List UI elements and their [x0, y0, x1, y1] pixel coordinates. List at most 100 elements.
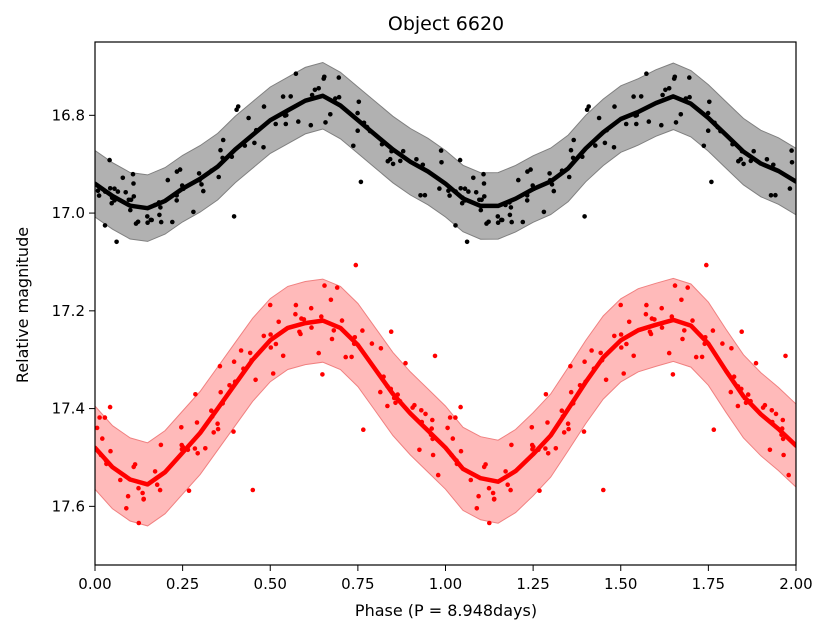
data-point-black	[447, 193, 452, 198]
chart-title: Object 6620	[388, 13, 504, 35]
data-point-red	[582, 359, 587, 365]
data-point-red	[270, 371, 276, 376]
data-point-red	[410, 405, 415, 410]
data-point-red	[154, 482, 160, 488]
data-point-red	[767, 447, 773, 453]
data-point-black	[479, 197, 484, 203]
data-point-black	[158, 219, 164, 225]
data-point-red	[316, 350, 322, 356]
data-point-red	[419, 408, 424, 413]
data-point-red	[643, 311, 649, 317]
data-point-red	[537, 488, 542, 494]
data-point-red	[693, 354, 699, 360]
data-point-black	[400, 148, 406, 154]
data-point-black	[336, 75, 342, 80]
data-point-black	[666, 86, 672, 91]
data-point-red	[543, 392, 549, 397]
data-point-red	[331, 328, 337, 333]
data-point-black	[660, 92, 665, 98]
data-point-black	[220, 137, 226, 143]
data-point-red	[745, 392, 751, 397]
data-point-red	[682, 328, 687, 333]
x-axis-label: Phase (P = 8.948days)	[355, 601, 537, 620]
data-point-black	[672, 74, 678, 80]
data-point-black	[481, 181, 487, 186]
data-point-black	[634, 121, 639, 127]
data-point-black	[644, 71, 649, 76]
data-point-black	[128, 197, 134, 203]
data-point-black	[158, 205, 163, 210]
data-point-black	[131, 181, 136, 186]
data-point-red	[589, 348, 594, 353]
data-point-black	[638, 94, 644, 99]
data-point-black	[631, 94, 636, 99]
data-point-black	[582, 214, 587, 219]
data-point-black	[293, 71, 299, 76]
data-point-red	[194, 420, 200, 425]
data-point-black	[336, 94, 342, 100]
data-point-red	[618, 302, 623, 308]
data-point-red	[666, 350, 672, 356]
data-point-red	[308, 305, 314, 311]
data-point-red	[280, 353, 286, 359]
data-point-red	[568, 389, 574, 395]
data-point-red	[545, 420, 550, 425]
data-point-red	[458, 404, 463, 410]
data-point-red	[735, 403, 741, 409]
data-point-red	[649, 316, 655, 321]
data-point-red	[566, 426, 571, 432]
data-point-red	[349, 354, 354, 360]
data-point-black	[130, 171, 136, 177]
data-point-black	[586, 104, 591, 109]
data-point-black	[385, 158, 391, 164]
data-point-black	[288, 94, 294, 99]
data-point-red	[753, 360, 759, 366]
data-point-black	[133, 221, 139, 226]
data-point-red	[385, 403, 390, 409]
data-point-red	[435, 472, 441, 478]
data-point-black	[95, 188, 101, 193]
data-point-red	[293, 302, 299, 308]
data-point-black	[96, 193, 102, 198]
data-point-red	[490, 490, 496, 496]
data-point-red	[309, 325, 314, 330]
data-point-red	[545, 451, 551, 456]
data-point-black	[145, 220, 150, 225]
data-point-red	[559, 408, 565, 414]
data-point-red	[211, 430, 216, 435]
data-point-black	[128, 207, 133, 213]
data-point-red	[447, 415, 453, 420]
data-point-red	[690, 318, 695, 323]
data-point-red	[217, 363, 223, 369]
data-point-red	[621, 371, 626, 376]
data-point-red	[102, 415, 108, 420]
data-point-red	[250, 487, 256, 493]
data-point-black	[764, 157, 770, 162]
data-point-black	[593, 143, 598, 148]
data-point-red	[329, 336, 335, 342]
x-tick-label: 0.50	[254, 575, 287, 593]
data-point-black	[283, 121, 289, 127]
data-point-black	[246, 115, 251, 121]
data-point-black	[547, 171, 552, 176]
data-point-red	[403, 360, 408, 366]
data-point-black	[541, 209, 547, 215]
data-point-black	[705, 128, 711, 133]
data-point-red	[158, 442, 164, 448]
data-point-black	[261, 104, 267, 109]
data-point-red	[483, 462, 488, 467]
data-point-black	[102, 223, 108, 228]
data-point-black	[458, 186, 464, 191]
data-point-red	[378, 346, 384, 351]
data-point-black	[112, 186, 117, 191]
data-point-black	[789, 160, 795, 165]
data-point-black	[131, 194, 137, 199]
data-point-black	[520, 219, 526, 225]
data-point-black	[508, 205, 514, 210]
data-point-black	[481, 171, 486, 177]
data-point-black	[328, 112, 333, 117]
data-point-black	[439, 160, 444, 165]
data-point-black	[457, 157, 463, 163]
data-point-red	[429, 426, 435, 431]
